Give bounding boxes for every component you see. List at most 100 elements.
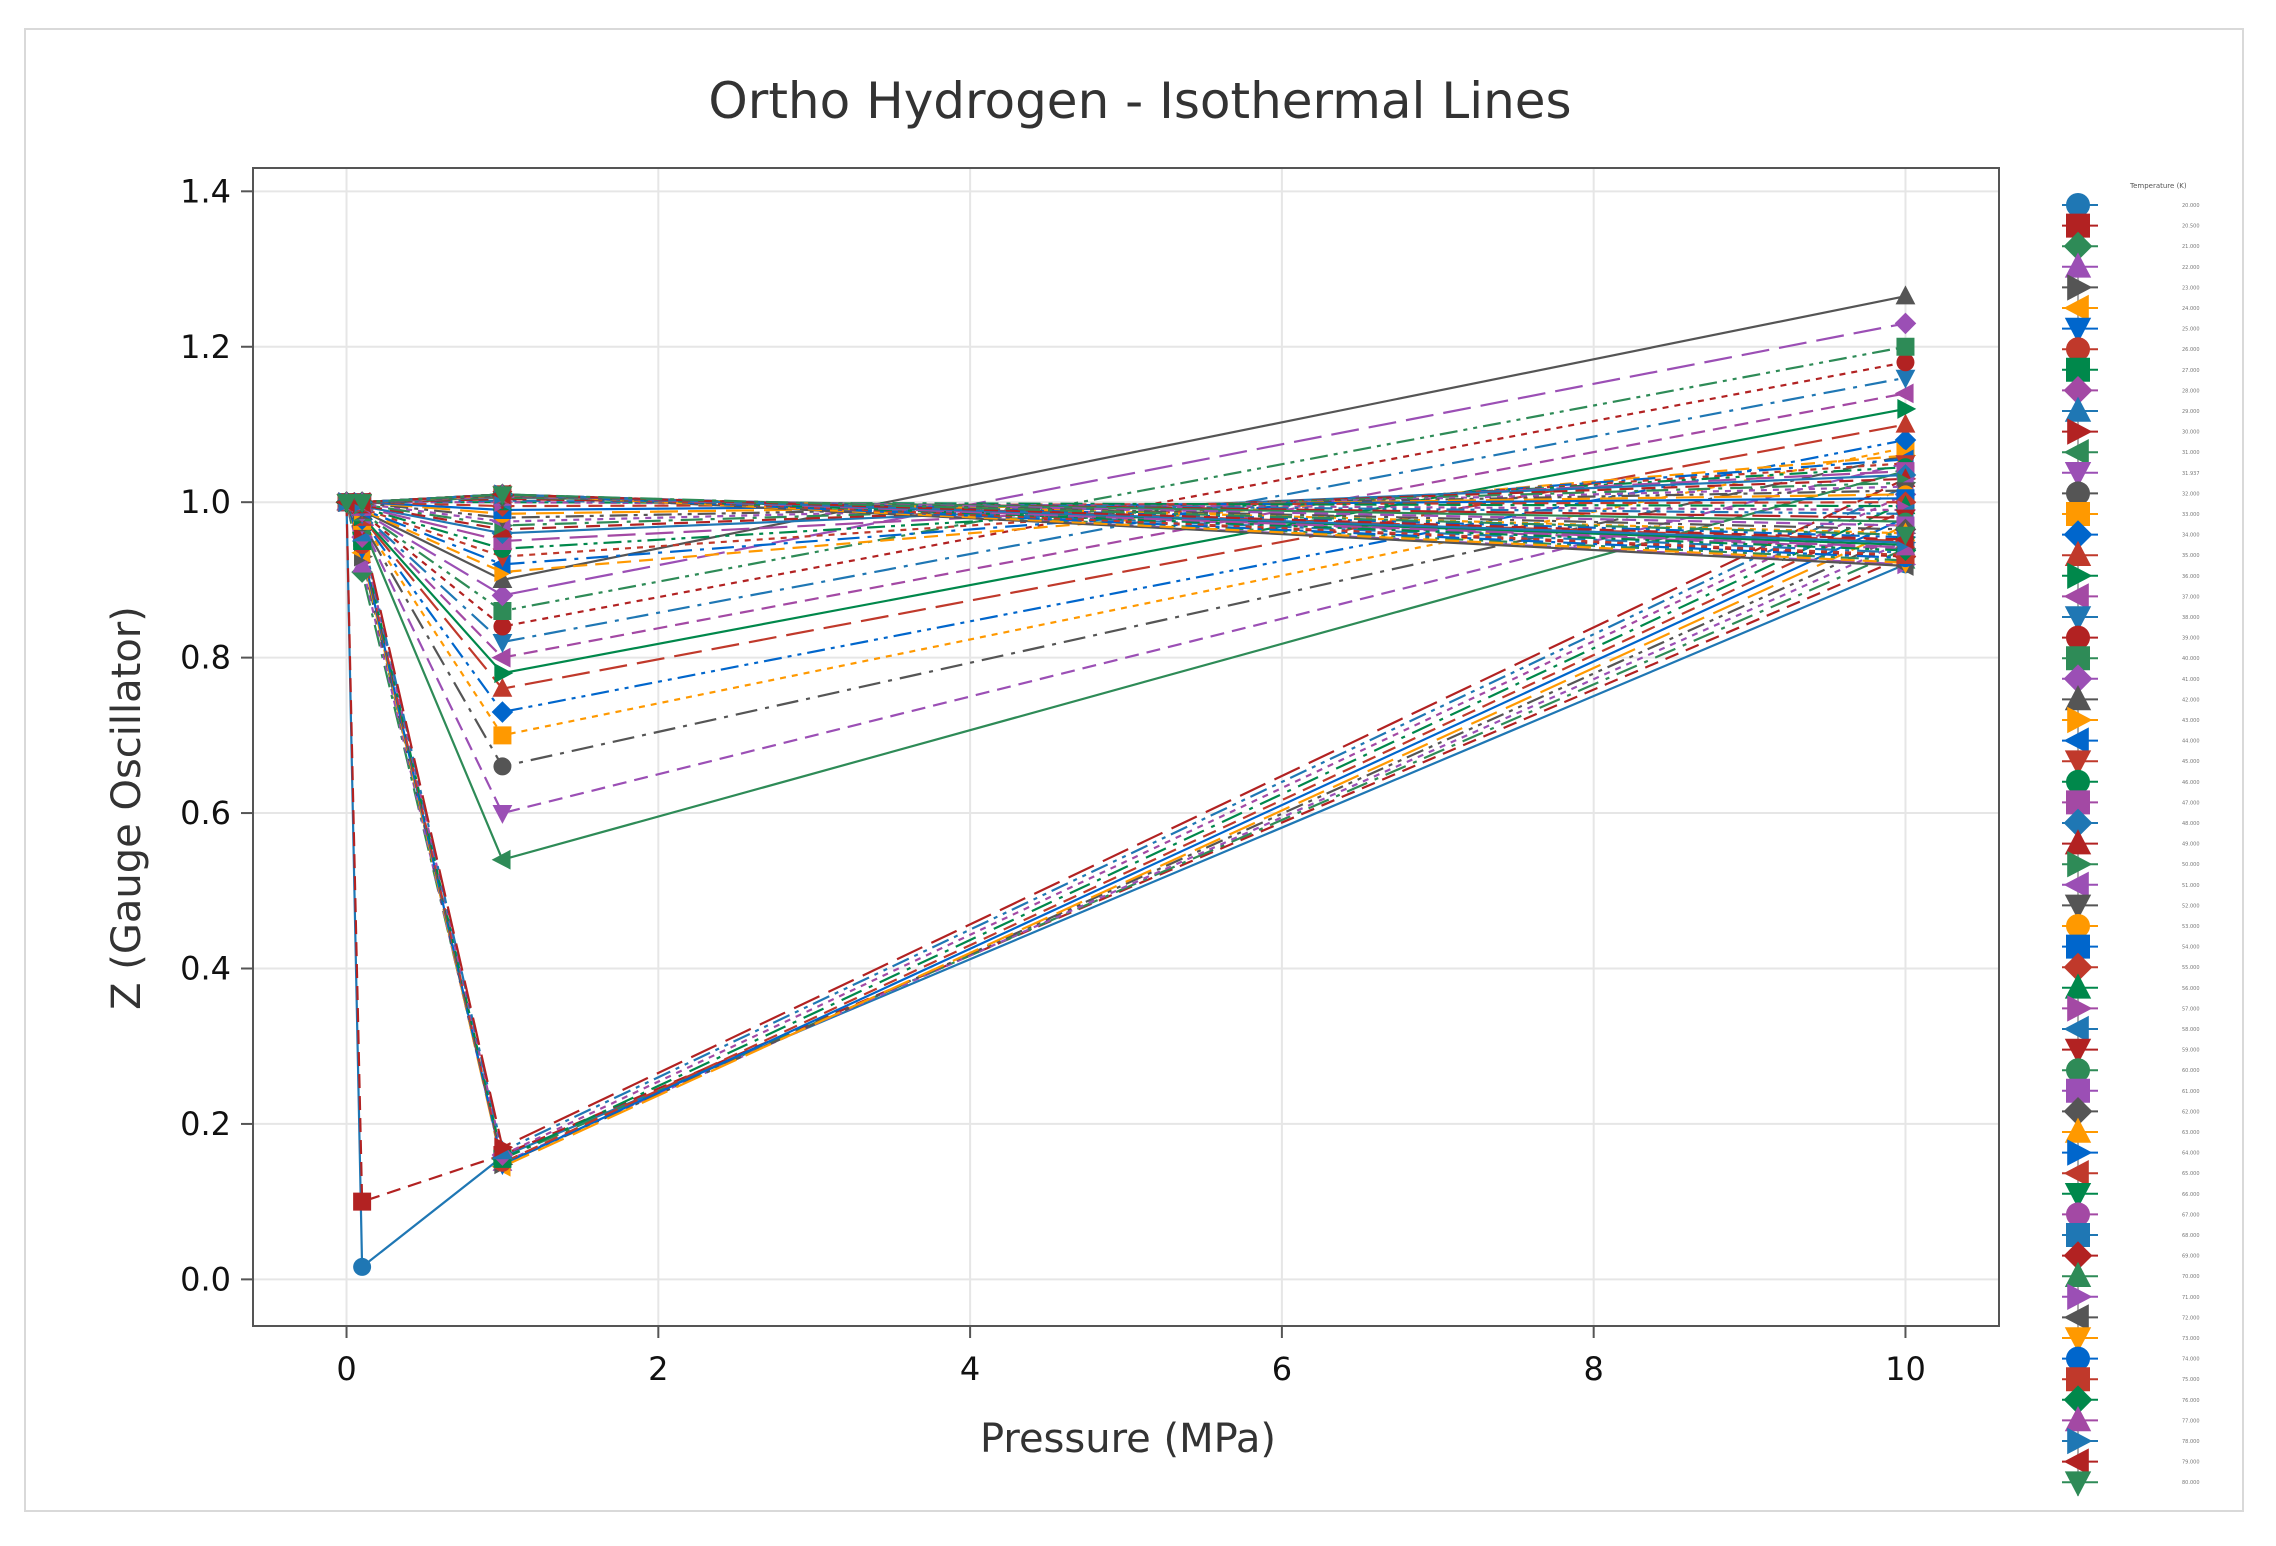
legend-label: 41.000	[2182, 677, 2200, 683]
legend-marker	[2063, 727, 2089, 754]
legend-label: 79.000	[2182, 1460, 2200, 1466]
legend-marker	[2063, 1304, 2089, 1331]
legend: Temperature (K) 20.000 20.500 21.000 22.000…	[2062, 182, 2200, 1497]
legend-marker	[2064, 750, 2092, 776]
legend-label: 32.000	[2182, 491, 2200, 497]
legend-label: 63.000	[2182, 1130, 2200, 1136]
legend-label: 66.000	[2182, 1192, 2200, 1198]
legend-marker	[2063, 520, 2093, 549]
legend-marker	[2064, 396, 2092, 422]
legend-label: 56.000	[2182, 986, 2200, 992]
legend-marker	[2066, 1058, 2090, 1083]
legend-label: 55.000	[2182, 965, 2200, 971]
legend-label: 70.000	[2182, 1274, 2200, 1280]
y-tick-label: 0.6	[180, 794, 231, 832]
legend-label: 54.000	[2182, 945, 2200, 951]
legend-marker	[2064, 1261, 2092, 1287]
series-lines	[345, 295, 1906, 1270]
legend-label: 36.000	[2182, 574, 2200, 580]
series-line	[345, 501, 1906, 1161]
data-point	[1897, 399, 1917, 419]
legend-label: 31.937	[2182, 471, 2200, 477]
legend-label: 65.000	[2182, 1171, 2200, 1177]
legend-marker	[2064, 252, 2092, 278]
series-line	[346, 501, 1906, 512]
legend-marker	[2063, 871, 2089, 898]
legend-label: 74.000	[2182, 1357, 2200, 1363]
legend-marker	[2064, 1327, 2092, 1353]
legend-marker	[2064, 462, 2092, 488]
legend-marker	[2066, 790, 2090, 815]
legend-label: 20.500	[2182, 224, 2200, 230]
data-point	[494, 663, 514, 684]
legend-marker	[2067, 851, 2093, 878]
data-point	[492, 569, 513, 589]
data-point	[492, 486, 513, 506]
legend-marker	[2066, 646, 2090, 671]
legend-marker	[2064, 1471, 2092, 1497]
legend-marker	[2064, 317, 2092, 343]
legend-label: 22.000	[2182, 265, 2200, 271]
data-point	[491, 849, 511, 870]
legend-marker	[2067, 1427, 2093, 1455]
data-point	[492, 804, 513, 824]
legend-marker	[2066, 934, 2090, 959]
legend-label: 23.000	[2182, 285, 2200, 291]
legend-label: 64.000	[2182, 1151, 2200, 1157]
legend-label: 39.000	[2182, 636, 2200, 642]
legend-label: 78.000	[2182, 1439, 2200, 1445]
legend-label: 52.000	[2182, 903, 2200, 909]
data-point	[1896, 353, 1915, 372]
legend-label: 21.000	[2182, 244, 2200, 250]
legend-marker	[2066, 914, 2090, 938]
legend-marker	[2066, 1223, 2090, 1247]
legend-label: 77.000	[2182, 1418, 2200, 1424]
data-point	[1895, 369, 1916, 389]
y-tick-label: 0.2	[180, 1105, 231, 1143]
data-point	[493, 617, 512, 636]
legend-marker	[2064, 540, 2092, 566]
data-point	[1894, 312, 1917, 335]
legend-marker	[2064, 1406, 2092, 1432]
legend-label: 71.000	[2182, 1295, 2200, 1301]
legend-label: 53.000	[2182, 924, 2200, 930]
legend-marker	[2066, 193, 2090, 217]
legend-label: 50.000	[2182, 862, 2200, 868]
axis-ticks: 0 2 4 6 8 10 0.0 0.2 0.4 0.6 0.8 1.0 1.2 1.4	[180, 172, 1926, 1388]
series-markers	[335, 285, 1917, 1276]
data-point	[493, 601, 512, 620]
legend-marker	[2066, 1202, 2090, 1227]
legend-label: 31.000	[2182, 450, 2200, 456]
legend-label: 43.000	[2182, 718, 2200, 724]
x-tick-label: 10	[1885, 1350, 1926, 1388]
legend-marker	[2064, 894, 2092, 920]
data-point	[491, 647, 511, 668]
legend-marker	[2063, 1160, 2089, 1187]
legend-marker	[2067, 995, 2093, 1022]
data-point	[353, 1192, 372, 1211]
legend-label: 27.000	[2182, 368, 2200, 374]
data-point	[353, 1257, 372, 1276]
legend-marker	[2064, 973, 2092, 999]
legend-marker	[2063, 439, 2089, 466]
legend-label: 25.000	[2182, 327, 2200, 333]
legend-marker	[2066, 1367, 2090, 1392]
legend-marker	[2067, 562, 2093, 589]
legend-marker	[2063, 1241, 2093, 1270]
legend-marker	[2064, 685, 2092, 711]
legend-marker	[2064, 829, 2092, 855]
x-tick-label: 4	[960, 1350, 980, 1388]
data-point	[491, 584, 514, 607]
y-tick-label: 1.4	[180, 172, 231, 210]
data-point	[494, 1137, 514, 1158]
legend-marker	[2064, 606, 2092, 632]
y-tick-label: 0.0	[180, 1260, 231, 1298]
series-line	[345, 493, 1906, 1157]
legend-marker	[2066, 1078, 2090, 1103]
legend-label: 58.000	[2182, 1027, 2200, 1033]
legend-label: 26.000	[2182, 347, 2200, 353]
legend-label: 33.000	[2182, 512, 2200, 518]
legend-label: 57.000	[2182, 1006, 2200, 1012]
series-line	[345, 485, 1906, 1153]
legend-marker	[2063, 1448, 2089, 1475]
